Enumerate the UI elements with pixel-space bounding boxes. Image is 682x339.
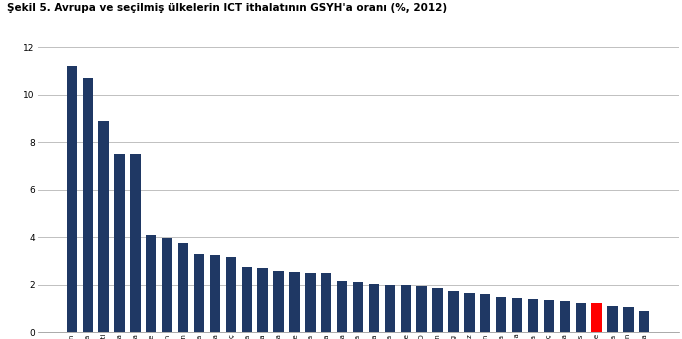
Bar <box>464 293 475 332</box>
Bar <box>544 300 554 332</box>
Bar <box>337 281 347 332</box>
Bar <box>194 254 204 332</box>
Text: Şekil 5. Avrupa ve seçilmiş ülkelerin ICT ithalatının GSYH'a oranı (%, 2012): Şekil 5. Avrupa ve seçilmiş ülkelerin IC… <box>7 3 447 13</box>
Bar <box>241 267 252 332</box>
Bar <box>67 66 77 332</box>
Bar <box>417 286 427 332</box>
Bar <box>289 272 299 332</box>
Bar <box>591 302 602 332</box>
Bar <box>130 154 140 332</box>
Bar <box>639 311 649 332</box>
Bar <box>258 268 268 332</box>
Bar <box>353 282 364 332</box>
Bar <box>226 258 236 332</box>
Bar <box>607 306 618 332</box>
Bar <box>210 255 220 332</box>
Bar <box>576 302 586 332</box>
Bar <box>432 288 443 332</box>
Bar <box>448 291 458 332</box>
Bar <box>623 307 634 332</box>
Bar <box>321 273 331 332</box>
Bar <box>560 301 570 332</box>
Bar <box>305 273 316 332</box>
Bar <box>512 298 522 332</box>
Bar <box>146 235 156 332</box>
Bar <box>496 297 506 332</box>
Bar <box>480 294 490 332</box>
Bar <box>115 154 125 332</box>
Bar <box>162 239 173 332</box>
Bar <box>385 285 395 332</box>
Bar <box>178 243 188 332</box>
Bar <box>369 283 379 332</box>
Bar <box>400 285 411 332</box>
Bar <box>273 271 284 332</box>
Bar <box>83 78 93 332</box>
Bar <box>98 121 109 332</box>
Bar <box>528 299 538 332</box>
